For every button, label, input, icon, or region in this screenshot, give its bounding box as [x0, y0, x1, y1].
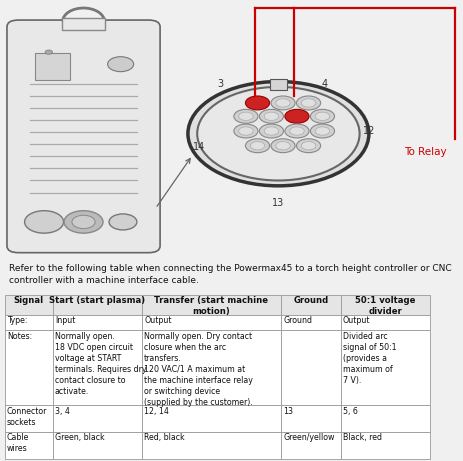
Circle shape [245, 139, 269, 153]
Text: 4: 4 [321, 79, 327, 89]
Text: 13: 13 [283, 407, 293, 416]
Text: Refer to the following table when connecting the Powermax45 to a torch height co: Refer to the following table when connec… [9, 265, 451, 285]
Bar [281, 315, 340, 331]
Text: To Relay: To Relay [403, 148, 445, 157]
Bar [142, 405, 281, 432]
Circle shape [310, 109, 334, 123]
Text: Normally open.
18 VDC open circuit
voltage at START
terminals. Requires dry
cont: Normally open. 18 VDC open circuit volta… [55, 331, 146, 396]
Text: Red, black: Red, black [144, 433, 184, 442]
Text: Black, red: Black, red [342, 433, 381, 442]
Text: 5, 6: 5, 6 [342, 407, 357, 416]
Text: Signal: Signal [13, 296, 44, 305]
Bar [5, 432, 52, 459]
Circle shape [284, 109, 308, 123]
Text: Start (start plasma): Start (start plasma) [49, 296, 145, 305]
Bar [52, 315, 142, 331]
Text: Type:: Type: [7, 316, 27, 325]
Text: Connector
sockets: Connector sockets [7, 407, 47, 427]
Circle shape [259, 109, 283, 123]
Circle shape [296, 139, 320, 153]
Circle shape [263, 112, 278, 120]
Circle shape [45, 50, 52, 54]
Text: Transfer (start machine
motion): Transfer (start machine motion) [154, 296, 268, 316]
Circle shape [64, 211, 103, 233]
Bar [340, 295, 429, 315]
Bar [281, 295, 340, 315]
Circle shape [259, 124, 283, 138]
Bar [5, 405, 52, 432]
Circle shape [296, 96, 320, 110]
Text: Input: Input [55, 316, 75, 325]
Bar [5, 315, 52, 331]
Text: 3, 4: 3, 4 [55, 407, 69, 416]
Bar [52, 432, 142, 459]
Circle shape [263, 127, 278, 135]
Circle shape [270, 139, 294, 153]
Circle shape [270, 96, 294, 110]
Circle shape [314, 127, 329, 135]
Circle shape [197, 87, 359, 180]
Circle shape [245, 96, 269, 110]
Bar [340, 315, 429, 331]
Bar [281, 405, 340, 432]
Bar [142, 432, 281, 459]
Bar [5, 295, 52, 315]
Circle shape [107, 57, 133, 71]
Circle shape [233, 124, 257, 138]
Circle shape [300, 142, 315, 150]
Circle shape [238, 127, 253, 135]
Circle shape [310, 124, 334, 138]
Text: 14: 14 [193, 142, 205, 152]
FancyBboxPatch shape [7, 20, 160, 253]
Text: 50:1 voltage
divider: 50:1 voltage divider [354, 296, 414, 316]
Circle shape [25, 211, 63, 233]
Circle shape [188, 82, 368, 186]
Circle shape [233, 109, 257, 123]
Circle shape [300, 99, 315, 107]
Circle shape [109, 214, 137, 230]
Text: 3: 3 [217, 79, 223, 89]
Circle shape [275, 142, 290, 150]
Circle shape [275, 99, 290, 107]
Text: 12: 12 [362, 126, 374, 136]
Bar [269, 79, 287, 89]
Circle shape [238, 112, 253, 120]
Circle shape [72, 215, 95, 229]
Bar [281, 432, 340, 459]
Bar [340, 331, 429, 405]
Bar [340, 432, 429, 459]
Text: Ground: Ground [283, 316, 312, 325]
Text: Cable
wires: Cable wires [7, 433, 29, 454]
Text: 12, 14: 12, 14 [144, 407, 169, 416]
Bar [142, 315, 281, 331]
Bar [52, 295, 142, 315]
Text: Green/yellow: Green/yellow [283, 433, 334, 442]
Bar [142, 295, 281, 315]
Text: Divided arc
signal of 50:1
(provides a
maximum of
7 V).: Divided arc signal of 50:1 (provides a m… [342, 331, 395, 385]
Bar [142, 331, 281, 405]
Circle shape [314, 112, 329, 120]
Circle shape [289, 127, 304, 135]
Text: 13: 13 [272, 198, 284, 208]
Text: Normally open. Dry contact
closure when the arc
transfers.
120 VAC/1 A maximum a: Normally open. Dry contact closure when … [144, 331, 252, 407]
Bar [340, 405, 429, 432]
Bar [35, 53, 69, 80]
Text: Ground: Ground [293, 296, 328, 305]
Text: Output: Output [144, 316, 171, 325]
Text: Green, black: Green, black [55, 433, 104, 442]
Bar [281, 331, 340, 405]
Bar [52, 405, 142, 432]
Text: Output: Output [342, 316, 369, 325]
Bar [5, 331, 52, 405]
Circle shape [284, 124, 308, 138]
FancyBboxPatch shape [62, 18, 105, 30]
Circle shape [250, 142, 264, 150]
Bar [52, 331, 142, 405]
Text: Notes:: Notes: [7, 331, 32, 341]
